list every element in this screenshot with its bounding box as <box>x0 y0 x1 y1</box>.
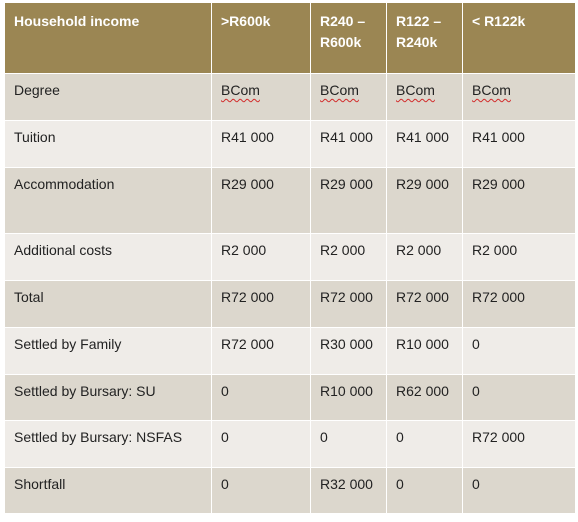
table-cell: R41 000 <box>463 121 575 168</box>
row-label: Total <box>5 281 212 328</box>
cell-value: BCom <box>396 82 435 98</box>
table-cell: BCom <box>311 74 387 121</box>
table-cell: 0 <box>311 421 387 468</box>
table-cell: R62 000 <box>387 375 463 421</box>
table-cell: R41 000 <box>212 121 311 168</box>
header-household-income: Household income <box>5 3 212 74</box>
table-cell: 0 <box>463 328 575 375</box>
table-cell: 0 <box>212 468 311 514</box>
row-label: Degree <box>5 74 212 121</box>
table-body: Degree BCom BCom BCom BCom Tuition R41 0… <box>5 74 575 514</box>
header-row: Household income >R600k R240 – R600k R12… <box>5 3 575 74</box>
row-label: Settled by Family <box>5 328 212 375</box>
row-shortfall: Shortfall 0 R32 000 0 0 <box>5 468 575 514</box>
table-cell: BCom <box>387 74 463 121</box>
table-cell: BCom <box>463 74 575 121</box>
table-cell: R10 000 <box>311 375 387 421</box>
household-income-table: Household income >R600k R240 – R600k R12… <box>5 3 575 514</box>
row-label: Settled by Bursary: NSFAS <box>5 421 212 468</box>
table-header: Household income >R600k R240 – R600k R12… <box>5 3 575 74</box>
table-cell: 0 <box>387 468 463 514</box>
table-cell: R2 000 <box>212 234 311 281</box>
table-cell: R72 000 <box>463 421 575 468</box>
row-additional-costs: Additional costs R2 000 R2 000 R2 000 R2… <box>5 234 575 281</box>
table-cell: R72 000 <box>212 281 311 328</box>
row-tuition: Tuition R41 000 R41 000 R41 000 R41 000 <box>5 121 575 168</box>
table-cell: R72 000 <box>463 281 575 328</box>
table-cell: 0 <box>463 375 575 421</box>
row-label: Additional costs <box>5 234 212 281</box>
row-accommodation: Accommodation R29 000 R29 000 R29 000 R2… <box>5 168 575 234</box>
table-cell: 0 <box>387 421 463 468</box>
row-settled-by-bursary-su: Settled by Bursary: SU 0 R10 000 R62 000… <box>5 375 575 421</box>
table-cell: R30 000 <box>311 328 387 375</box>
row-settled-by-family: Settled by Family R72 000 R30 000 R10 00… <box>5 328 575 375</box>
row-total: Total R72 000 R72 000 R72 000 R72 000 <box>5 281 575 328</box>
table-cell: R72 000 <box>387 281 463 328</box>
table-cell: BCom <box>212 74 311 121</box>
table-cell: R2 000 <box>311 234 387 281</box>
row-label: Accommodation <box>5 168 212 234</box>
header-240-600k: R240 – R600k <box>311 3 387 74</box>
table-cell: R29 000 <box>311 168 387 234</box>
table-cell: 0 <box>463 468 575 514</box>
table-cell: R2 000 <box>463 234 575 281</box>
row-label: Shortfall <box>5 468 212 514</box>
table-cell: 0 <box>212 375 311 421</box>
table-cell: R72 000 <box>311 281 387 328</box>
table-cell: R41 000 <box>311 121 387 168</box>
table-cell: R2 000 <box>387 234 463 281</box>
table-cell: R32 000 <box>311 468 387 514</box>
table-cell: R29 000 <box>212 168 311 234</box>
table-cell: R72 000 <box>212 328 311 375</box>
header-122-240k: R122 – R240k <box>387 3 463 74</box>
row-settled-by-bursary-nsfas: Settled by Bursary: NSFAS 0 0 0 R72 000 <box>5 421 575 468</box>
row-label: Tuition <box>5 121 212 168</box>
table-cell: 0 <box>212 421 311 468</box>
cell-value: BCom <box>472 82 511 98</box>
table-cell: R41 000 <box>387 121 463 168</box>
header-above-600k: >R600k <box>212 3 311 74</box>
table-cell: R29 000 <box>463 168 575 234</box>
cell-value: BCom <box>320 82 359 98</box>
row-label: Settled by Bursary: SU <box>5 375 212 421</box>
table-cell: R29 000 <box>387 168 463 234</box>
row-degree: Degree BCom BCom BCom BCom <box>5 74 575 121</box>
table-cell: R10 000 <box>387 328 463 375</box>
header-below-122k: < R122k <box>463 3 575 74</box>
cell-value: BCom <box>221 82 260 98</box>
